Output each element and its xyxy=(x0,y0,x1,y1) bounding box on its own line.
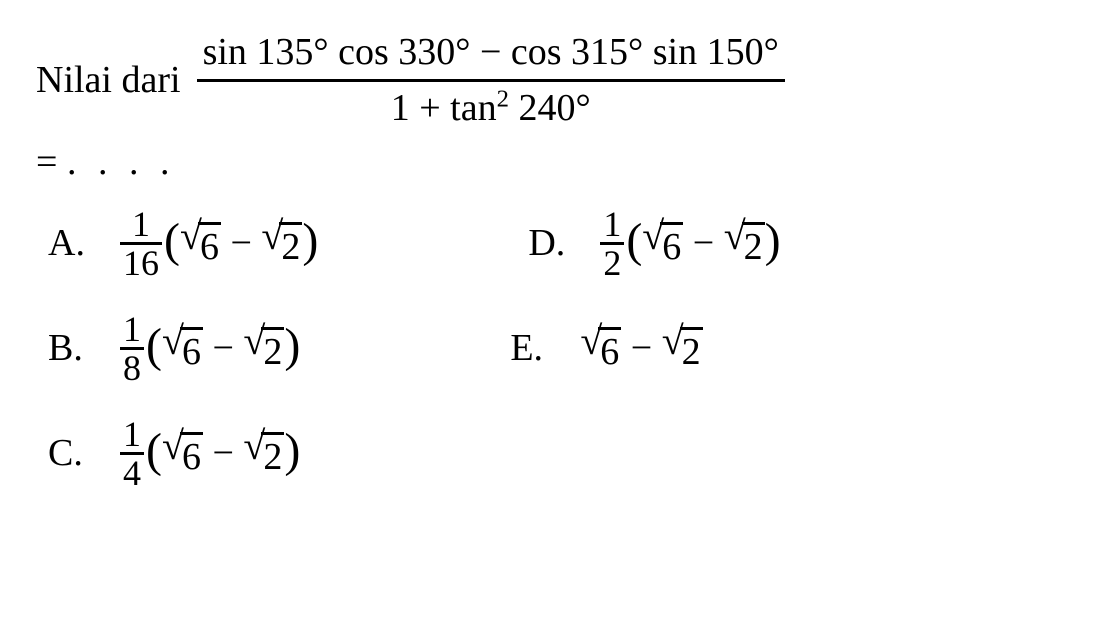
sqrt2-d-body: 2 xyxy=(742,222,765,269)
option-a-den: 16 xyxy=(120,245,162,281)
sqrt6-a: √6 xyxy=(180,218,221,269)
option-a-num: 1 xyxy=(129,206,153,242)
den-op: + xyxy=(419,87,440,129)
sqrt2-b: √2 xyxy=(243,323,284,374)
sqrt2-c-body: 2 xyxy=(261,432,284,479)
option-b: B. 1 8 ( √6 − √2 ) xyxy=(48,311,300,386)
den-d2exp: 2 xyxy=(497,86,509,113)
option-row-1: A. 1 16 ( √6 − √2 ) D. 1 2 ( √6 − √2 ) xyxy=(48,206,1061,281)
option-d: D. 1 2 ( √6 − √2 ) xyxy=(528,206,780,281)
option-d-letter: D. xyxy=(528,221,598,265)
num-p4: sin 150° xyxy=(653,31,779,73)
num-p2: cos 330° xyxy=(338,31,470,73)
option-c-letter: C. xyxy=(48,431,118,475)
minus-sign-b: − xyxy=(212,326,233,370)
num-p3: cos 315° xyxy=(511,31,643,73)
sqrt6-e-body: 6 xyxy=(598,327,621,374)
minus-sign-a: − xyxy=(230,221,251,265)
option-e-letter: E. xyxy=(510,326,580,370)
equals-sign: = xyxy=(36,141,57,183)
sqrt6-c-body: 6 xyxy=(180,432,203,479)
option-c-fraction: 1 4 xyxy=(120,416,144,491)
fraction-numerator: sin 135° cos 330° − cos 315° sin 150° xyxy=(197,28,785,79)
option-c-den: 4 xyxy=(120,455,144,491)
option-c: C. 1 4 ( √6 − √2 ) xyxy=(48,416,300,491)
rparen-icon: ) xyxy=(302,222,318,260)
lparen-icon: ( xyxy=(146,327,162,365)
option-a-letter: A. xyxy=(48,221,118,265)
option-c-num: 1 xyxy=(120,416,144,452)
sqrt6-e: √6 xyxy=(580,323,621,374)
lparen-icon: ( xyxy=(626,222,642,260)
sqrt2-a: √2 xyxy=(261,218,302,269)
option-b-den: 8 xyxy=(120,350,144,386)
option-b-letter: B. xyxy=(48,326,118,370)
minus-sign-e: − xyxy=(631,326,652,370)
option-a: A. 1 16 ( √6 − √2 ) xyxy=(48,206,318,281)
answer-dots: . . . . xyxy=(67,141,176,183)
sqrt2-b-body: 2 xyxy=(261,327,284,374)
sqrt6-d-body: 6 xyxy=(660,222,683,269)
option-row-3: C. 1 4 ( √6 − √2 ) xyxy=(48,416,1061,491)
sqrt6-body: 6 xyxy=(198,222,221,269)
option-d-fraction: 1 2 xyxy=(600,206,624,281)
den-d1: 1 xyxy=(391,87,410,129)
rparen-icon: ) xyxy=(284,432,300,470)
num-p1: sin 135° xyxy=(203,31,329,73)
options-container: A. 1 16 ( √6 − √2 ) D. 1 2 ( √6 − √2 ) xyxy=(48,206,1061,491)
option-row-2: B. 1 8 ( √6 − √2 ) E. √6 − √2 xyxy=(48,311,1061,386)
minus-sign-d: − xyxy=(693,221,714,265)
sqrt6-b: √6 xyxy=(162,323,203,374)
option-e: E. √6 − √2 xyxy=(510,311,702,386)
sqrt6-c: √6 xyxy=(162,428,203,479)
question-prefix: Nilai dari xyxy=(36,56,181,105)
sqrt2-c: √2 xyxy=(243,428,284,479)
option-d-num: 1 xyxy=(600,206,624,242)
den-d2base: tan xyxy=(450,87,496,129)
lparen-icon: ( xyxy=(146,432,162,470)
rparen-icon: ) xyxy=(765,222,781,260)
main-fraction: sin 135° cos 330° − cos 315° sin 150° 1 … xyxy=(197,28,785,134)
question-line: Nilai dari sin 135° cos 330° − cos 315° … xyxy=(36,28,1061,134)
minus-a xyxy=(221,221,231,265)
sqrt2-e: √2 xyxy=(662,323,703,374)
minus-sign-c: − xyxy=(212,431,233,475)
option-b-fraction: 1 8 xyxy=(120,311,144,386)
den-d3: 240° xyxy=(518,87,590,129)
sqrt6-d: √6 xyxy=(642,218,683,269)
sqrt6-b-body: 6 xyxy=(180,327,203,374)
lparen-icon: ( xyxy=(164,222,180,260)
sqrt2-d: √2 xyxy=(724,218,765,269)
sqrt2-body: 2 xyxy=(279,222,302,269)
num-op1: − xyxy=(480,31,501,73)
equals-line: = . . . . xyxy=(36,140,1061,184)
option-a-fraction: 1 16 xyxy=(120,206,162,281)
sqrt2-e-body: 2 xyxy=(680,327,703,374)
option-d-den: 2 xyxy=(600,245,624,281)
rparen-icon: ) xyxy=(284,327,300,365)
option-b-num: 1 xyxy=(120,311,144,347)
fraction-denominator: 1 + tan2 240° xyxy=(385,82,597,133)
